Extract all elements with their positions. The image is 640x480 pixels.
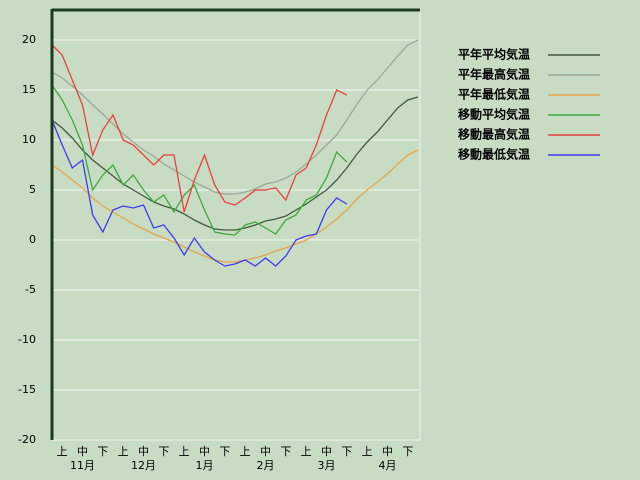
month-label: 4月: [379, 459, 397, 472]
series-line: [51, 44, 348, 213]
x-tick-label: 下: [280, 445, 291, 458]
series-line: [51, 96, 419, 231]
y-tick-label: 5: [29, 183, 36, 196]
x-tick-label: 上: [57, 445, 68, 458]
y-tick-label: 20: [22, 33, 36, 46]
month-label: 3月: [318, 459, 336, 472]
x-tick-label: 中: [321, 445, 332, 458]
x-tick-label: 上: [240, 445, 251, 458]
series-line: [51, 39, 419, 195]
series-line: [51, 149, 419, 263]
x-tick-label: 中: [382, 445, 393, 458]
legend-label: 平年最低気温: [458, 87, 530, 102]
x-tick-label: 上: [301, 445, 312, 458]
x-tick-label: 下: [341, 445, 352, 458]
series-line: [51, 84, 348, 236]
legend-label: 平年最高気温: [458, 67, 530, 82]
y-tick-label: -10: [18, 333, 36, 346]
x-tick-label: 上: [362, 445, 373, 458]
legend-label: 平年平均気温: [458, 47, 530, 62]
y-tick-label: -15: [18, 383, 36, 396]
legend-label: 移動最低気温: [458, 147, 530, 162]
x-tick-label: 上: [179, 445, 190, 458]
month-label: 1月: [196, 459, 214, 472]
month-label: 11月: [70, 459, 95, 472]
x-tick-label: 上: [118, 445, 129, 458]
y-tick-label: 0: [29, 233, 36, 246]
y-tick-label: -20: [18, 433, 36, 446]
x-tick-label: 中: [260, 445, 271, 458]
x-tick-label: 下: [158, 445, 169, 458]
legend-label: 移動平均気温: [458, 107, 530, 122]
y-tick-label: 10: [22, 133, 36, 146]
y-tick-label: -5: [25, 283, 36, 296]
month-label: 12月: [131, 459, 156, 472]
series-line: [51, 119, 348, 267]
x-tick-label: 下: [402, 445, 413, 458]
x-tick-label: 下: [219, 445, 230, 458]
x-tick-label: 中: [138, 445, 149, 458]
month-label: 2月: [257, 459, 275, 472]
y-tick-label: 15: [22, 83, 36, 96]
x-tick-label: 下: [97, 445, 108, 458]
x-tick-label: 中: [199, 445, 210, 458]
x-tick-label: 中: [77, 445, 88, 458]
legend-label: 移動最高気温: [458, 127, 530, 142]
